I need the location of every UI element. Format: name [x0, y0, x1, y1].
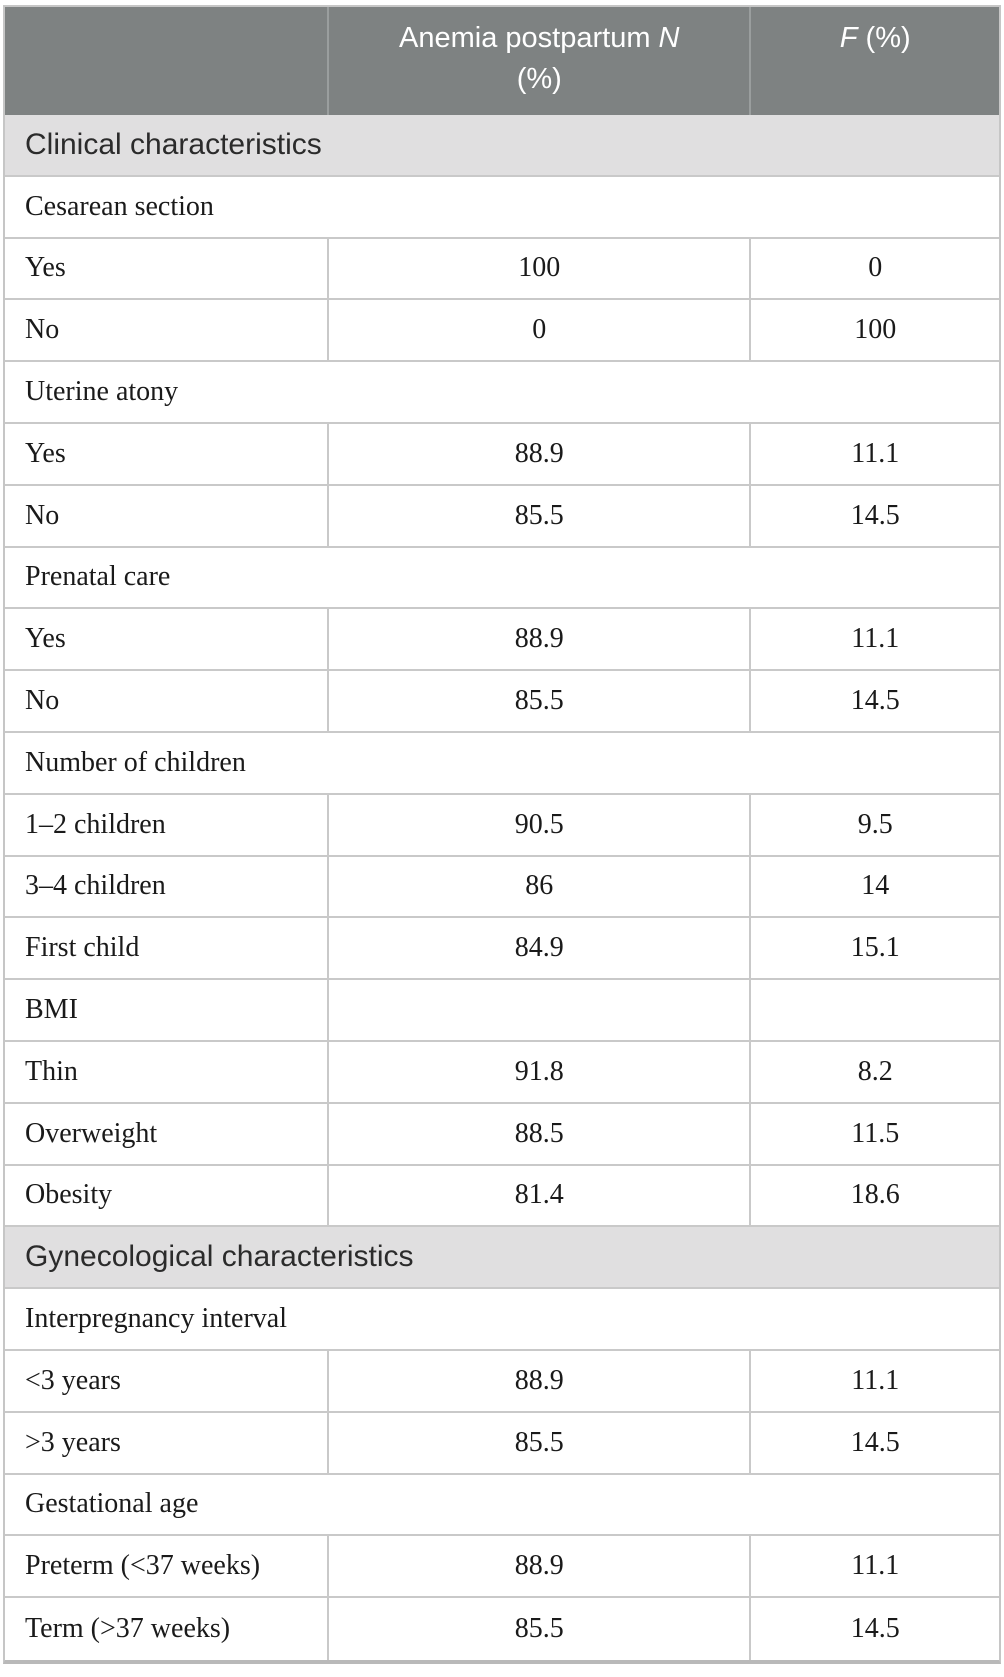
f-value-cell: 14.5	[749, 1412, 998, 1473]
row-label-cell: >3 years	[25, 1426, 121, 1458]
section-header-label: Gynecological characteristics	[25, 1240, 414, 1274]
characteristics-table: Anemia postpartum N (%) F (%) Clinical c…	[3, 5, 1001, 1664]
header-f-percent-cell: F (%)	[749, 7, 998, 115]
row-label-cell: Yes	[25, 252, 66, 284]
f-value-cell: 11.1	[749, 1350, 998, 1411]
category-label: Number of children	[25, 746, 246, 778]
category-row: Interpregnancy interval	[5, 1289, 999, 1351]
header-anemia-line2: (%)	[516, 63, 562, 95]
row-label-cell: Overweight	[25, 1117, 158, 1149]
header-anemia-text: Anemia postpartum	[399, 22, 659, 54]
f-value-cell: 11.5	[749, 1103, 998, 1164]
anemia-value-cell: 85.5	[327, 671, 749, 731]
section-header-row: Gynecological characteristics	[5, 1227, 999, 1290]
anemia-value-cell: 88.9	[327, 1350, 749, 1411]
anemia-value-cell: 86	[327, 856, 749, 917]
anemia-value-cell: 88.5	[327, 1103, 749, 1164]
header-anemia-n-italic: N	[658, 22, 680, 54]
header-anemia-postpartum-cell: Anemia postpartum N (%)	[327, 7, 749, 115]
f-value-cell: 14	[749, 856, 998, 917]
anemia-value-cell: 85.5	[327, 1412, 749, 1473]
row-label-cell: Preterm (<37 weeks)	[25, 1550, 261, 1582]
section-header-row: Clinical characteristics	[5, 115, 999, 177]
anemia-value-cell	[327, 980, 749, 1040]
row-label-cell: First child	[25, 932, 140, 964]
header-empty-cell	[5, 7, 327, 115]
category-row: Number of children	[5, 732, 999, 795]
anemia-value-cell: 0	[327, 300, 749, 361]
f-value-cell: 11.1	[749, 423, 998, 484]
anemia-value-cell: 90.5	[327, 794, 749, 855]
table-row: Yes 88.9 11.1	[5, 423, 999, 486]
row-label-cell: No	[25, 314, 60, 346]
table-body: Clinical characteristics Cesarean sectio…	[5, 115, 999, 1660]
table-row: Thin 91.8 8.2	[5, 1041, 999, 1104]
category-row: Cesarean section	[5, 176, 999, 239]
table-row: No 85.5 14.5	[5, 671, 999, 733]
f-value-cell: 9.5	[749, 794, 998, 855]
table-row: No 85.5 14.5	[5, 485, 999, 548]
anemia-value-cell: 88.9	[327, 609, 749, 670]
table-row: BMI	[5, 980, 999, 1042]
anemia-value-cell: 100	[327, 238, 749, 299]
anemia-value-cell: 91.8	[327, 1041, 749, 1102]
f-value-cell: 0	[749, 238, 998, 299]
table-row: <3 years 88.9 11.1	[5, 1350, 999, 1413]
table-row: Yes 88.9 11.1	[5, 609, 999, 672]
anemia-value-cell: 85.5	[327, 1598, 749, 1660]
category-label: Interpregnancy interval	[25, 1303, 287, 1335]
table-row: 1–2 children 90.5 9.5	[5, 794, 999, 857]
row-label-cell: Obesity	[25, 1179, 113, 1211]
table-row: Term (>37 weeks) 85.5 14.5	[5, 1598, 999, 1660]
table-row: No 0 100	[5, 300, 999, 363]
f-value-cell: 15.1	[749, 918, 998, 979]
anemia-value-cell: 85.5	[327, 485, 749, 546]
anemia-value-cell: 88.9	[327, 423, 749, 484]
section-header-label: Clinical characteristics	[25, 127, 322, 161]
f-value-cell: 18.6	[749, 1165, 998, 1226]
row-label-cell: Yes	[25, 437, 66, 469]
anemia-value-cell: 88.9	[327, 1536, 749, 1597]
f-value-cell: 8.2	[749, 1041, 998, 1102]
category-row: Uterine atony	[5, 362, 999, 424]
row-label-cell: No	[25, 685, 60, 717]
header-f-rest: (%)	[857, 22, 911, 54]
table-row: Yes 100 0	[5, 238, 999, 301]
anemia-value-cell: 81.4	[327, 1165, 749, 1226]
category-label: Prenatal care	[25, 561, 171, 593]
table-row: Preterm (<37 weeks) 88.9 11.1	[5, 1536, 999, 1599]
table-row: Obesity 81.4 18.6	[5, 1165, 999, 1228]
category-row: Prenatal care	[5, 547, 999, 610]
category-label: Gestational age	[25, 1488, 199, 1520]
f-value-cell: 14.5	[749, 485, 998, 546]
f-value-cell	[749, 980, 998, 1040]
table-row: 3–4 children 86 14	[5, 856, 999, 919]
table-row: First child 84.9 15.1	[5, 918, 999, 981]
row-label-cell: Term (>37 weeks)	[25, 1613, 231, 1645]
category-row: Gestational age	[5, 1474, 999, 1537]
category-label: Uterine atony	[25, 376, 179, 408]
row-label-cell: 1–2 children	[25, 808, 166, 840]
row-label-cell: No	[25, 499, 60, 531]
row-label-cell: 3–4 children	[25, 870, 166, 902]
table-row: >3 years 85.5 14.5	[5, 1412, 999, 1475]
anemia-value-cell: 84.9	[327, 918, 749, 979]
row-label-cell: BMI	[25, 994, 78, 1026]
f-value-cell: 14.5	[749, 1598, 998, 1660]
f-value-cell: 14.5	[749, 671, 998, 731]
row-label-cell: Thin	[25, 1055, 78, 1087]
row-label-cell: Yes	[25, 623, 66, 655]
category-label: Cesarean section	[25, 190, 214, 222]
table-row: Overweight 88.5 11.5	[5, 1103, 999, 1166]
f-value-cell: 11.1	[749, 609, 998, 670]
f-value-cell: 100	[749, 300, 998, 361]
header-f-italic: F	[839, 22, 858, 54]
table-header-row: Anemia postpartum N (%) F (%)	[5, 7, 999, 115]
row-label-cell: <3 years	[25, 1364, 121, 1396]
f-value-cell: 11.1	[749, 1536, 998, 1597]
header-anemia-line1: Anemia postpartum N	[329, 18, 749, 59]
